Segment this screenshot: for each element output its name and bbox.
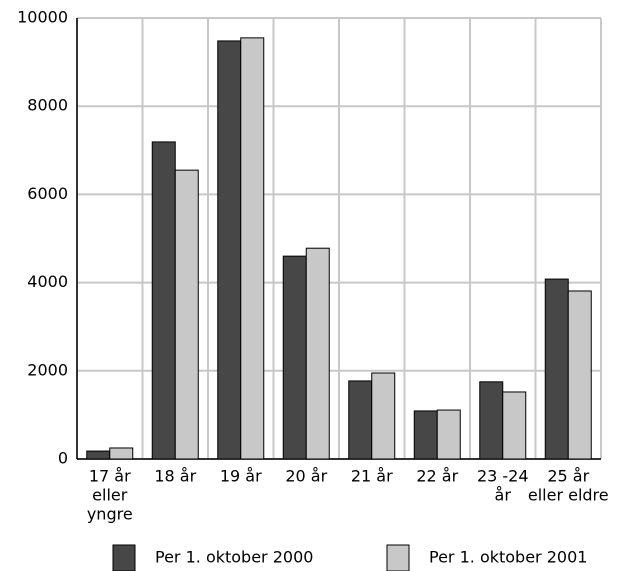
x-tick-label: 20 år [285, 467, 327, 486]
x-tick-label: 21 år [351, 467, 393, 486]
x-tick-label: eller eldre [528, 486, 609, 505]
y-tick-label: 8000 [27, 96, 68, 115]
bar [174, 169, 199, 460]
y-tick-label: 2000 [27, 360, 68, 379]
bar [544, 278, 569, 460]
bar [305, 247, 330, 460]
x-tick-label: 18 år [154, 467, 196, 486]
legend-swatch [386, 544, 410, 571]
bar [371, 372, 396, 460]
bar [479, 381, 504, 460]
x-tick-label: 23 -24 [477, 467, 529, 486]
bar [413, 410, 438, 460]
bar [348, 380, 373, 460]
y-tick-label: 10000 [17, 8, 68, 27]
legend-label: Per 1. oktober 2000 [155, 548, 313, 567]
y-tick-label: 6000 [27, 184, 68, 203]
bar [282, 255, 307, 460]
x-tick-label: år [495, 486, 512, 505]
x-tick-label: 19 år [220, 467, 262, 486]
bar [217, 40, 242, 460]
y-tick-label: 4000 [27, 272, 68, 291]
x-tick-label: 25 år [547, 467, 589, 486]
bar [109, 447, 134, 460]
x-tick-label: eller [92, 486, 128, 505]
x-tick-label: 22 år [416, 467, 458, 486]
x-tick-label: 17 år [89, 467, 131, 486]
bar [436, 409, 461, 460]
bar [502, 391, 527, 460]
bar [240, 37, 265, 460]
x-tick-label: yngre [87, 505, 133, 524]
legend-swatch [112, 544, 136, 571]
bar [151, 141, 176, 460]
bar [86, 450, 111, 460]
bar [567, 290, 592, 460]
y-tick-label: 0 [58, 449, 68, 468]
legend-label: Per 1. oktober 2001 [429, 548, 587, 567]
